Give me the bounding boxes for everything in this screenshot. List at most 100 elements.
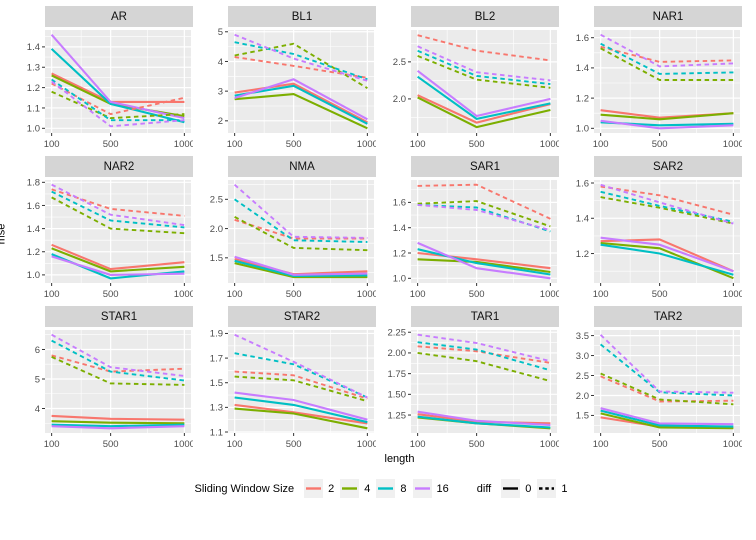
panel-plot: 1.1 1.3 1.5 1.7 1.9 100 500 1000: [210, 329, 376, 450]
line-sw2-diff0: [417, 251, 551, 270]
y-tick-label: 2.0: [393, 94, 406, 105]
line-sw2-diff1: [234, 56, 368, 79]
facet-grid: AR 1.0 1.1 1.2 1.3 1.4 100 500 1000 BL1 2 3 4 5 100 500…: [14, 6, 754, 453]
faceted-line-chart: mse AR 1.0 1.1 1.2 1.3 1.4 100 500 1000 BL1 2 3 4 5 10…: [0, 6, 754, 498]
legend-item-sw-2: 2: [304, 479, 334, 498]
x-tick-label: 500: [652, 439, 668, 450]
line-sw16-diff1: [600, 183, 734, 225]
line-sw8-diff0: [600, 409, 734, 428]
x-tick-label: 1000: [174, 439, 193, 450]
legend-key-sw-8: [376, 479, 396, 498]
facet-sar1: SAR1 1.0 1.2 1.4 1.6 100 500 1000: [380, 156, 559, 303]
y-tick-label: 1.6: [576, 178, 589, 189]
line-sw16-diff0: [416, 69, 551, 118]
panel-plot: 1.0 1.2 1.4 1.6 1.8 100 500 1000: [27, 178, 193, 300]
line-sw2-diff1: [600, 375, 734, 403]
y-tick-label: 5: [218, 27, 223, 38]
x-tick-label: 1000: [540, 139, 559, 150]
line-sw8-diff0: [51, 423, 185, 428]
y-tick-label: 1.50: [388, 390, 407, 401]
line-sw8-diff0: [234, 259, 368, 278]
panel-plot: 1.2 1.4 1.6 100 500 1000: [576, 178, 742, 300]
line-sw2-diff1: [600, 185, 734, 216]
x-axis-title: length: [384, 453, 415, 465]
line-sw2-diff1: [417, 183, 551, 220]
y-tick-label: 1.2: [27, 83, 40, 94]
x-tick-label: 100: [593, 439, 609, 450]
line-sw16-diff1: [599, 334, 734, 394]
legend-color-line-icon: [414, 487, 430, 490]
legend-title: Sliding Window Size: [194, 482, 295, 495]
panel-title: BL1: [228, 6, 376, 27]
line-sw8-diff1: [600, 190, 734, 223]
legend-key-sw-16: [412, 479, 432, 498]
panel-plot: 2.0 2.5 100 500 1000: [393, 30, 559, 150]
line-sw4-diff1: [51, 356, 185, 386]
line-sw8-diff1: [51, 190, 185, 229]
line-sw8-diff1: [234, 352, 368, 399]
x-tick-label: 500: [286, 289, 302, 300]
legend-dash-line-icon: [539, 487, 555, 490]
facet-nma: NMA 1.5 2.0 2.5 100 500 1000: [197, 156, 376, 303]
x-tick-label: 100: [227, 139, 243, 150]
legend-key-sw-4: [340, 479, 360, 498]
line-sw8-diff1: [51, 78, 185, 122]
panel-title: STAR2: [228, 306, 376, 327]
legend-item-sw-4: 4: [340, 479, 370, 498]
line-sw16-diff0: [51, 425, 185, 430]
x-tick-label: 100: [44, 139, 60, 150]
line-sw8-diff0: [600, 243, 734, 276]
x-tick-label: 500: [286, 139, 302, 150]
line-sw8-diff0: [417, 248, 551, 276]
x-tick-label: 100: [44, 289, 60, 300]
line-sw8-diff1: [600, 42, 734, 75]
y-tick-label: 2.0: [576, 391, 589, 402]
panel-background: [594, 180, 740, 283]
panel-plot: 1.25 1.50 1.75 2.00 2.25 100 500 1000: [388, 328, 560, 450]
x-tick-label: 500: [103, 289, 119, 300]
panel-title: SAR1: [411, 156, 559, 177]
facet-tar2: TAR2 1.5 2.0 2.5 3.0 3.5 100 500 1000: [563, 306, 742, 453]
y-tick-label: 1.4: [27, 224, 40, 235]
line-sw16-diff1: [51, 80, 185, 128]
line-sw4-diff1: [600, 372, 734, 406]
line-sw4-diff1: [600, 47, 734, 81]
y-tick-label: 1.0: [27, 124, 40, 135]
line-sw16-diff0: [600, 119, 734, 130]
panel-plot: 4 5 6 100 500 1000: [35, 330, 193, 450]
line-sw16-diff0: [417, 410, 551, 427]
line-sw4-diff1: [600, 196, 734, 225]
line-sw16-diff1: [417, 333, 551, 363]
facet-nar2: NAR2 1.0 1.2 1.4 1.6 1.8 100 500 1000: [14, 156, 193, 303]
legend-item-sw-8: 8: [376, 479, 407, 498]
x-tick-label: 1000: [540, 439, 559, 450]
facet-star2: STAR2 1.1 1.3 1.5 1.7 1.9 100 500 1000: [197, 306, 376, 453]
legend-item-sw-16: 16: [412, 479, 449, 498]
facet-sar2: SAR2 1.2 1.4 1.6 100 500 1000: [563, 156, 742, 303]
facet-star1: STAR1 4 5 6 100 500 1000: [14, 306, 193, 453]
line-sw16-diff0: [51, 255, 185, 276]
line-sw16-diff1: [51, 333, 185, 377]
y-tick-label: 2.0: [210, 224, 223, 235]
line-sw8-diff1: [51, 339, 185, 382]
y-tick-label: 1.6: [393, 198, 406, 209]
x-tick-label: 100: [593, 139, 609, 150]
panel-title: NAR1: [594, 6, 742, 27]
panel-plot: 1.5 2.0 2.5 100 500 1000: [210, 180, 376, 300]
line-sw2-diff0: [234, 403, 368, 425]
line-sw16-diff1: [600, 33, 734, 68]
legend-item-label: 16: [436, 482, 449, 495]
x-tick-label: 500: [103, 439, 119, 450]
line-sw16-diff0: [417, 241, 551, 280]
facet-ar: AR 1.0 1.1 1.2 1.3 1.4 100 500 1000: [14, 6, 193, 153]
legend-item-label: 1: [561, 482, 568, 495]
legend-color-keys: 2 4 8 16: [304, 479, 455, 498]
line-sw8-diff1: [417, 341, 551, 372]
y-tick-label: 2.00: [388, 348, 407, 359]
y-tick-label: 4: [218, 57, 223, 68]
line-sw4-diff0: [417, 258, 551, 274]
line-sw16-diff1: [234, 33, 368, 82]
panel-title: BL2: [411, 6, 559, 27]
legend-item-label: 8: [400, 482, 407, 495]
panel-title: TAR1: [411, 306, 559, 327]
